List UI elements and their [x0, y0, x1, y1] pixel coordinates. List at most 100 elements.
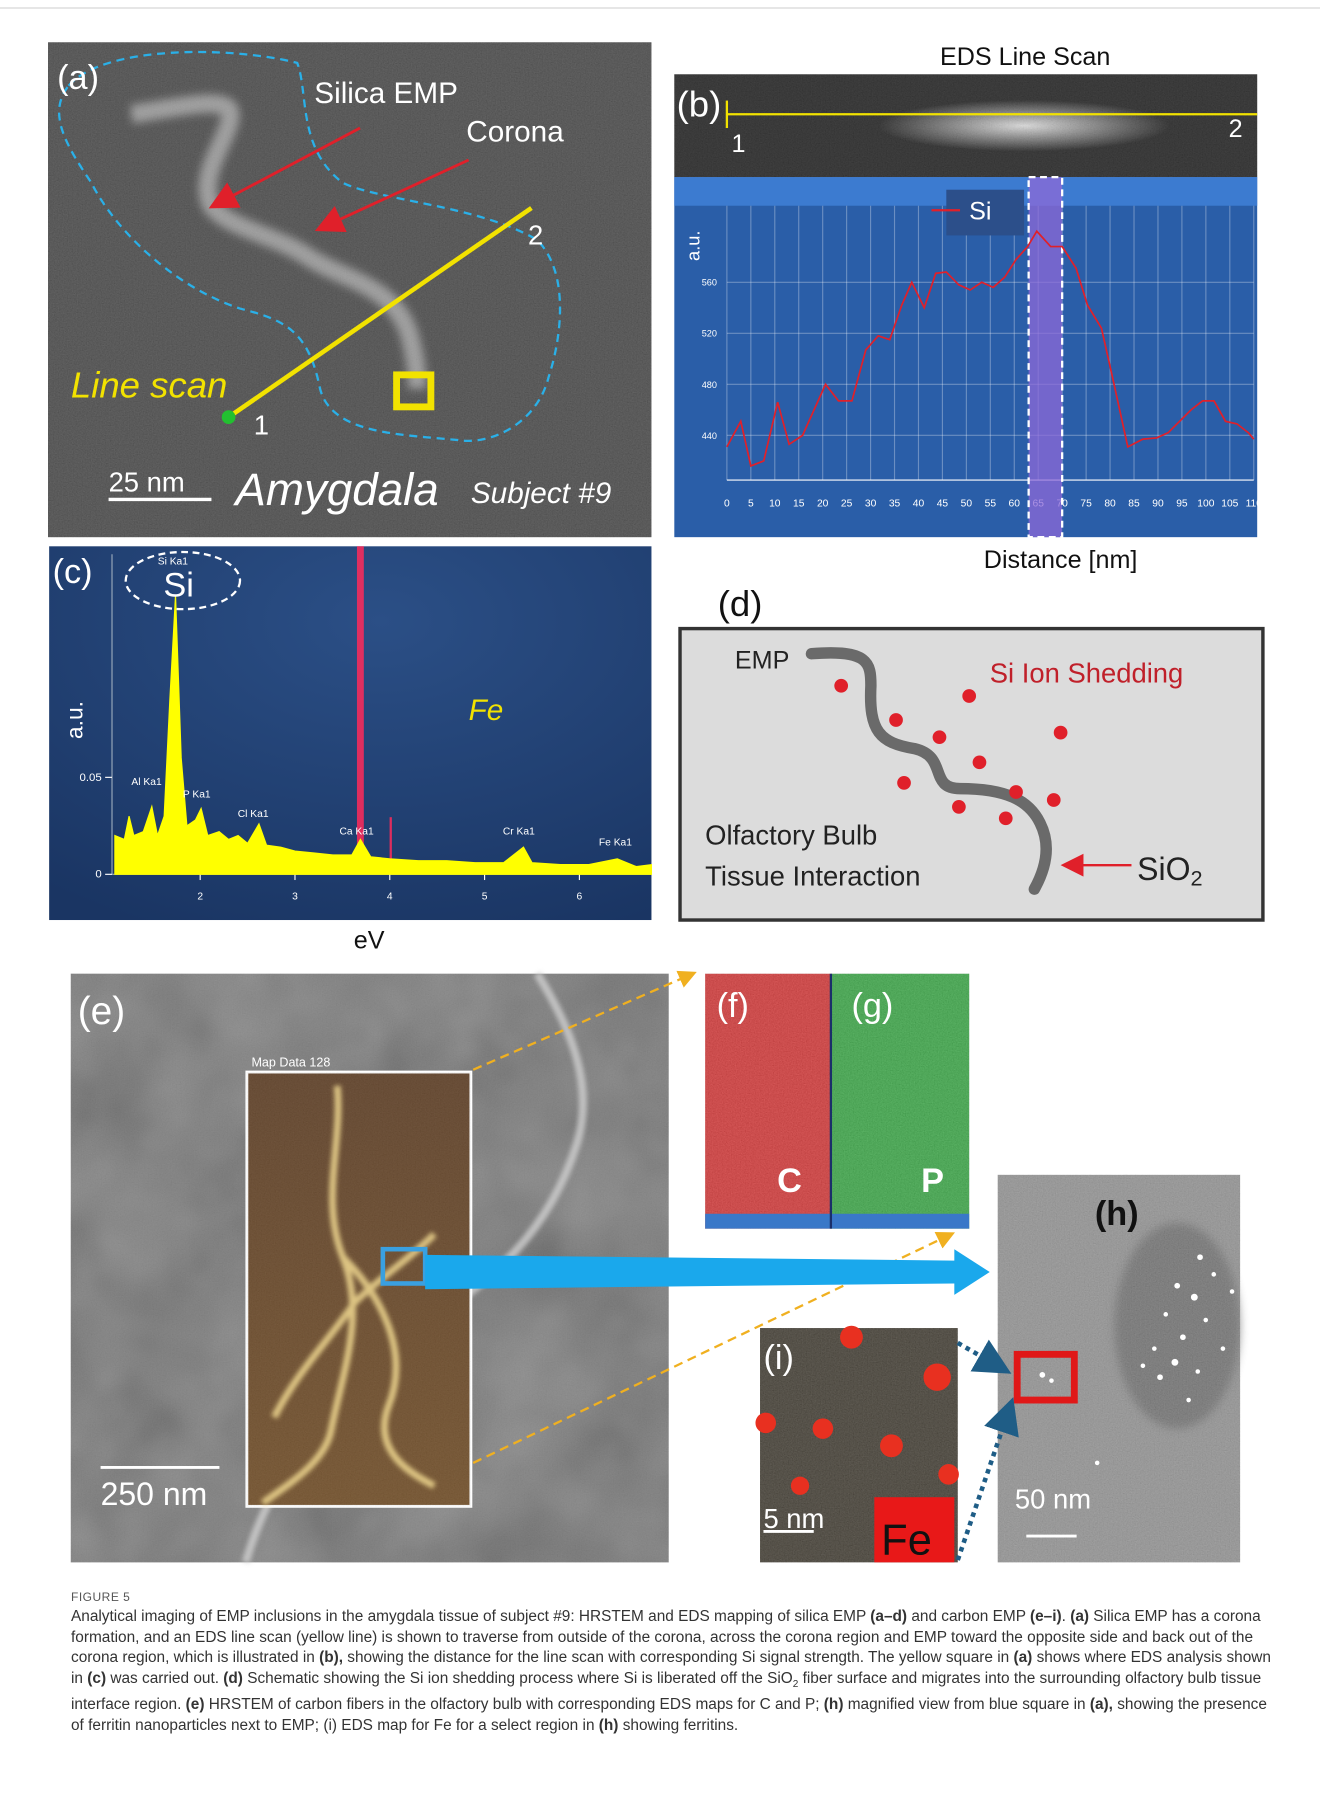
annotation: Silica EMP	[314, 77, 458, 110]
x-tick-label: 25	[841, 498, 853, 509]
annotation: 2	[1229, 115, 1243, 143]
panel-b: EDS Line Scan (b) 1 2 051015202530354045…	[674, 43, 1262, 574]
figure: (a) Silica EMP Corona 2 Line scan 1 25 n…	[0, 0, 1320, 1585]
annotation: Si Ion Shedding	[990, 657, 1184, 688]
x-tick-label: 50	[961, 498, 973, 509]
x-tick-label: 80	[1104, 498, 1116, 509]
x-tick-label: 2	[197, 891, 203, 902]
x-tick-label: 5	[482, 891, 488, 902]
caption-segment: showing ferritins.	[618, 1717, 738, 1734]
peak-label: Al Ka1	[131, 777, 162, 788]
x-tick-label: 4	[387, 891, 393, 902]
x-tick-label: 60	[1009, 498, 1021, 509]
panel-label: (a)	[57, 59, 99, 97]
caption-segment: (e–i)	[1030, 1608, 1062, 1625]
annotation: Olfactory Bulb	[705, 820, 877, 851]
noise	[674, 74, 1257, 177]
legend-label: Si	[969, 197, 991, 225]
x-tick-label: 40	[913, 498, 925, 509]
y-tick-label: 440	[702, 431, 717, 441]
panel-label: (e)	[78, 990, 125, 1033]
x-tick-label: 90	[1152, 498, 1164, 509]
caption-segment: (a),	[1090, 1696, 1113, 1713]
panel-label: (i)	[763, 1339, 793, 1377]
caption-segment: (e)	[186, 1696, 205, 1713]
x-tick-label: 75	[1080, 498, 1092, 509]
caption-segment: (c)	[87, 1670, 106, 1687]
x-tick-label: 35	[889, 498, 901, 509]
x-tick-label: 55	[985, 498, 997, 509]
annotation: 1	[254, 409, 269, 440]
peak-label: P Ka1	[183, 790, 211, 801]
panel-label: (g)	[851, 987, 893, 1025]
x-axis-label: eV	[354, 927, 385, 955]
formula-subscript: 2	[1191, 866, 1203, 891]
annotation: Subject #9	[471, 477, 611, 510]
annotation: Si	[163, 567, 193, 605]
x-tick-label: 20	[817, 498, 829, 509]
figure-label: FIGURE 5	[71, 1590, 130, 1604]
x-tick-label: 95	[1176, 498, 1188, 509]
x-tick-label: 85	[1128, 498, 1140, 509]
x-tick-label: 0	[724, 498, 730, 509]
caption-segment: was carried out.	[106, 1670, 223, 1687]
caption-segment: and carbon EMP	[907, 1608, 1030, 1625]
scale-label: 250 nm	[101, 1476, 208, 1512]
x-tick-label: 10	[769, 498, 781, 509]
figure-group: (a) Silica EMP Corona 2 Line scan 1 25 n…	[48, 42, 1263, 1564]
caption-segment: showing the distance for the line scan w…	[343, 1649, 1013, 1666]
x-tick-label: 45	[937, 498, 949, 509]
noise	[247, 1072, 471, 1506]
x-tick-label: 5	[748, 498, 754, 509]
annotation: Fe	[469, 694, 504, 727]
annotation: Amygdala	[232, 464, 438, 515]
y-tick-label: 0	[95, 869, 101, 881]
caption-segment: (h)	[599, 1717, 619, 1734]
caption-segment: (d)	[223, 1670, 243, 1687]
panel-a: (a) Silica EMP Corona 2 Line scan 1 25 n…	[48, 42, 651, 537]
panel-label: (b)	[677, 84, 722, 125]
y-axis-label: a.u.	[682, 230, 703, 260]
panel-label: (f)	[717, 987, 749, 1025]
page: { "figure": { "a": {"label": "(a)", "emp…	[0, 0, 1320, 1798]
highlight-band	[1029, 177, 1063, 537]
scale-strip	[705, 1214, 969, 1229]
annotation: 1	[731, 130, 745, 158]
y-tick-label: 0.05	[80, 772, 102, 784]
panel-d: (d) EMP Si Ion Shedding Olfactory Bulb T…	[680, 583, 1263, 920]
scan-start	[222, 410, 236, 424]
y-axis-label: a.u.	[61, 701, 87, 739]
annotation: Tissue Interaction	[705, 861, 920, 892]
caption-segment: Schematic showing the Si ion shedding pr…	[243, 1670, 793, 1687]
annotation: Corona	[466, 116, 564, 149]
caption-segment: (a–d)	[870, 1608, 907, 1625]
panel-label: (d)	[718, 583, 763, 624]
element-label: P	[921, 1162, 944, 1200]
scale-label: 50 nm	[1015, 1484, 1091, 1515]
caption-segment: .	[1062, 1608, 1071, 1625]
panel-label: (c)	[53, 553, 93, 591]
annotation: Map Data 128	[251, 1055, 330, 1069]
scale-label: 25 nm	[109, 466, 185, 497]
x-tick-label: 6	[577, 891, 583, 902]
y-tick-label: 480	[702, 380, 717, 390]
x-axis-label: Distance [nm]	[984, 546, 1138, 574]
x-tick-label: 15	[793, 498, 805, 509]
caption-segment: (a)	[1070, 1608, 1089, 1625]
peak-label: Ca Ka1	[339, 826, 374, 837]
y-tick-label: 520	[702, 329, 717, 339]
annotation: 2	[528, 220, 543, 251]
scale-label: 5 nm	[763, 1503, 824, 1534]
annotation: EMP	[735, 647, 789, 675]
annotation: Line scan	[71, 365, 228, 406]
x-tick-label: 100	[1197, 498, 1214, 509]
caption-segment: (h)	[824, 1696, 844, 1713]
x-tick-label: 110	[1246, 498, 1263, 509]
peak-label: Fe Ka1	[599, 838, 632, 849]
panel-h: (h) 50 nm	[998, 1175, 1240, 1562]
element-label: C	[777, 1162, 802, 1200]
y-tick-label: 560	[702, 278, 717, 288]
element-label: Fe	[881, 1516, 932, 1564]
panel-f-g: (f) C (g) P	[705, 974, 969, 1229]
